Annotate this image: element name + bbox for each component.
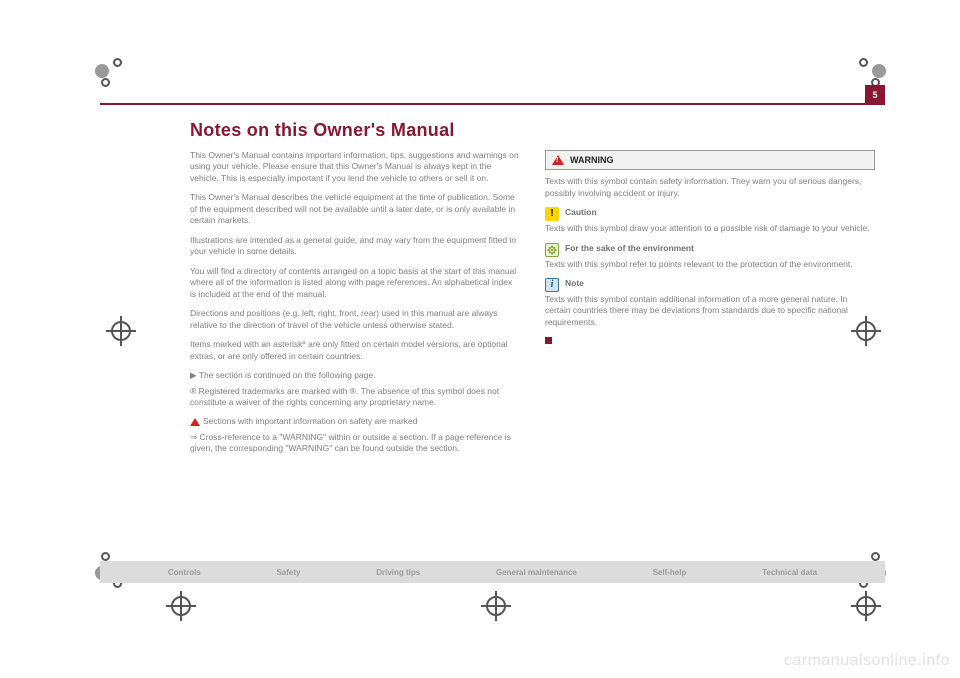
- reg-mark-left: [110, 320, 132, 342]
- note-icon: i: [545, 278, 559, 292]
- caution-label: Caution: [565, 207, 597, 218]
- paragraph: You will find a directory of contents ar…: [190, 266, 520, 300]
- warning-triangle-icon: [552, 155, 564, 165]
- paragraph: Sections with important information on s…: [190, 416, 520, 427]
- end-marker: [545, 336, 875, 347]
- paragraph: ▶ The section is continued on the follow…: [190, 370, 520, 381]
- warning-heading-box: WARNING: [545, 150, 875, 170]
- warning-label: WARNING: [570, 154, 614, 166]
- footer-item: Driving tips: [376, 568, 420, 577]
- page-title: Notes on this Owner's Manual: [190, 120, 455, 141]
- section-end-icon: [545, 337, 552, 344]
- environment-text: Texts with this symbol refer to points r…: [545, 259, 875, 270]
- note-text: Texts with this symbol contain additiona…: [545, 294, 875, 328]
- paragraph: ® Registered trademarks are marked with …: [190, 386, 520, 409]
- reg-mark-bottom-left: [170, 595, 192, 617]
- paragraph: Directions and positions (e.g. left, rig…: [190, 308, 520, 331]
- footer-item: Safety: [276, 568, 300, 577]
- reg-mark-bottom-mid: [485, 595, 507, 617]
- footer-item: Controls: [168, 568, 201, 577]
- note-label: Note: [565, 278, 584, 289]
- caution-icon: !: [545, 207, 559, 221]
- caution-text: Texts with this symbol draw your attenti…: [545, 223, 875, 234]
- footer-item: General maintenance: [496, 568, 577, 577]
- warning-triangle-icon: [190, 418, 200, 426]
- environment-label: For the sake of the environment: [565, 243, 694, 254]
- footer-item: Technical data: [762, 568, 817, 577]
- warning-text: Texts with this symbol contain safety in…: [545, 176, 875, 199]
- footer-item: Self-help: [653, 568, 687, 577]
- watermark: carmanualsonline.info: [784, 652, 950, 670]
- environment-icon: [545, 243, 559, 257]
- crop-mark-tl: [95, 58, 123, 86]
- paragraph: ⇒ Cross-reference to a "WARNING" within …: [190, 432, 520, 455]
- right-column: WARNING Texts with this symbol contain s…: [545, 150, 875, 356]
- page-number-tab: 5: [865, 85, 885, 105]
- paragraph: This Owner's Manual contains important i…: [190, 150, 520, 184]
- paragraph: Illustrations are intended as a general …: [190, 235, 520, 258]
- left-column: This Owner's Manual contains important i…: [190, 150, 520, 463]
- crop-mark-tr: [858, 58, 886, 86]
- reg-mark-bottom-right: [855, 595, 877, 617]
- footer-nav: Controls Safety Driving tips General mai…: [100, 561, 885, 583]
- header-rule: [100, 103, 885, 105]
- paragraph: Items marked with an asterisk* are only …: [190, 339, 520, 362]
- paragraph: This Owner's Manual describes the vehicl…: [190, 192, 520, 226]
